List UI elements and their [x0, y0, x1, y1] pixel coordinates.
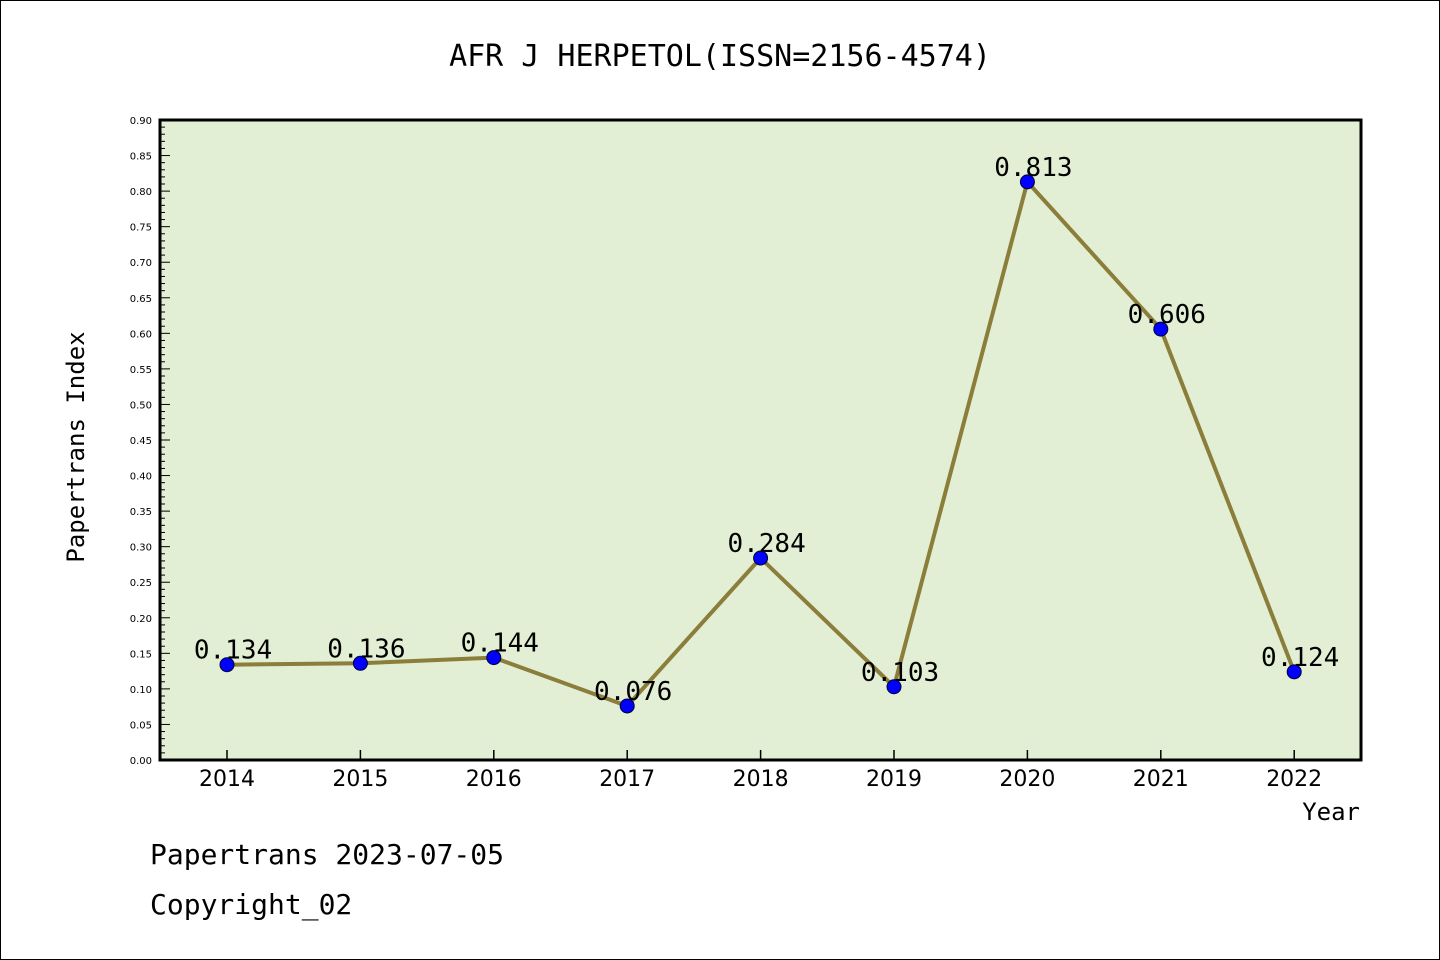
data-label: 0.103 [861, 658, 939, 688]
y-tick-label: 0.70 [130, 258, 152, 269]
y-tick-label: 0.60 [130, 329, 152, 340]
x-tick-label: 2020 [999, 767, 1055, 792]
x-tick-label: 2016 [466, 767, 522, 792]
data-point [1153, 321, 1169, 337]
x-tick-label: 2015 [332, 767, 388, 792]
data-point [486, 650, 502, 666]
data-label: 0.076 [594, 677, 672, 707]
data-labels: 0.134 0.136 0.144 0.076 0.284 0.103 0.813 0.606… [194, 153, 1339, 707]
x-tick-label: 2022 [1266, 767, 1322, 792]
y-axis-tick-labels: 0.00 0.05 0.10 0.15 0.20 0.25 0.30 0.35 0.40 0.45… [130, 116, 152, 767]
data-point [352, 655, 368, 671]
x-axis-label: Year [1302, 798, 1360, 826]
plot-border [158, 118, 1363, 762]
x-axis-ticks [226, 750, 1295, 760]
y-tick-label: 0.00 [130, 756, 152, 767]
footer-date: Papertrans 2023-07-05 [150, 838, 504, 871]
data-label: 0.813 [994, 153, 1072, 183]
y-tick-label: 0.45 [130, 436, 152, 447]
y-tick-label: 0.90 [130, 116, 152, 127]
y-tick-label: 0.20 [130, 614, 152, 625]
data-points [219, 174, 1302, 714]
data-point [1286, 664, 1302, 680]
data-label: 0.144 [461, 629, 539, 659]
y-tick-label: 0.15 [130, 649, 152, 660]
x-tick-label: 2019 [866, 767, 922, 792]
data-point [886, 679, 902, 695]
x-tick-label: 2014 [199, 767, 255, 792]
x-axis-tick-labels: 2014 2015 2016 2017 2018 2019 2020 2021 2022 [199, 767, 1322, 792]
x-tick-label: 2018 [733, 767, 789, 792]
data-point [753, 550, 769, 566]
data-label: 0.284 [727, 529, 805, 559]
chart-title: AFR J HERPETOL(ISSN=2156-4574) [449, 39, 991, 74]
y-tick-label: 0.35 [130, 507, 152, 518]
data-point [1019, 174, 1035, 190]
x-tick-label: 2021 [1133, 767, 1189, 792]
y-tick-label: 0.80 [130, 187, 152, 198]
y-tick-label: 0.30 [130, 543, 152, 554]
data-label: 0.134 [194, 636, 272, 666]
footer-copyright: Copyright_02 [150, 888, 352, 922]
y-tick-label: 0.05 [130, 720, 152, 731]
y-tick-label: 0.10 [130, 685, 152, 696]
y-tick-label: 0.40 [130, 472, 152, 483]
y-tick-label: 0.85 [130, 152, 152, 163]
data-point [219, 657, 235, 673]
data-point [619, 698, 635, 714]
plot-area [160, 120, 1361, 760]
data-label: 0.124 [1261, 643, 1339, 673]
y-axis-label: Papertrans Index [62, 331, 90, 562]
data-label: 0.606 [1128, 300, 1206, 330]
y-tick-label: 0.75 [130, 223, 152, 234]
data-label: 0.136 [327, 634, 405, 664]
y-tick-label: 0.65 [130, 294, 152, 305]
y-tick-label: 0.55 [130, 365, 152, 376]
x-tick-label: 2017 [599, 767, 655, 792]
y-tick-label: 0.50 [130, 400, 152, 411]
y-tick-label: 0.25 [130, 578, 152, 589]
